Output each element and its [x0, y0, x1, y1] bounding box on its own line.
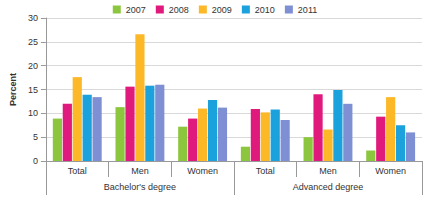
svg-text:Bachelor's degree: Bachelor's degree — [104, 182, 176, 192]
svg-text:2009: 2009 — [212, 5, 232, 15]
svg-text:2007: 2007 — [126, 5, 146, 15]
svg-text:30: 30 — [28, 13, 38, 23]
svg-text:Advanced degree: Advanced degree — [293, 182, 364, 192]
svg-text:2010: 2010 — [255, 5, 275, 15]
svg-text:2011: 2011 — [298, 5, 317, 15]
svg-text:25: 25 — [28, 37, 38, 47]
svg-text:Total: Total — [256, 166, 275, 176]
svg-text:Men: Men — [131, 166, 149, 176]
svg-text:Men: Men — [319, 166, 337, 176]
svg-text:Women: Women — [375, 166, 406, 176]
svg-text:15: 15 — [28, 85, 38, 95]
svg-text:10: 10 — [28, 108, 38, 118]
svg-text:Percent: Percent — [8, 73, 18, 106]
svg-text:0: 0 — [33, 156, 38, 166]
svg-text:2008: 2008 — [169, 5, 189, 15]
svg-text:5: 5 — [33, 132, 38, 142]
svg-text:20: 20 — [28, 61, 38, 71]
svg-text:Total: Total — [68, 166, 87, 176]
svg-text:Women: Women — [187, 166, 218, 176]
